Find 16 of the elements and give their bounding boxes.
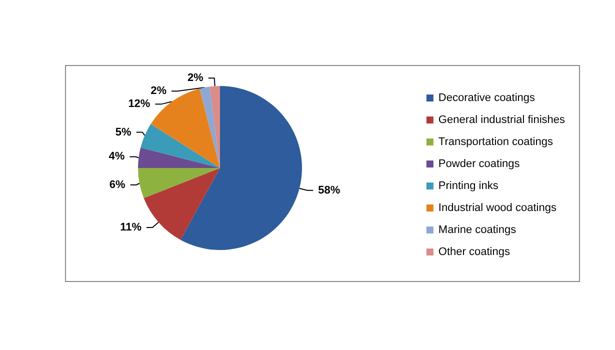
data-label: 5% bbox=[115, 126, 132, 138]
legend-label: Decorative coatings bbox=[438, 92, 536, 104]
data-label: 2% bbox=[150, 85, 167, 98]
legend-label: Printing inks bbox=[438, 180, 499, 192]
legend-label: Transportation coatings bbox=[438, 136, 554, 148]
data-label: 12% bbox=[128, 98, 150, 110]
legend-label: Marine coatings bbox=[438, 224, 517, 236]
data-label: 58% bbox=[318, 184, 340, 196]
data-label: 4% bbox=[108, 150, 125, 163]
data-label: 11% bbox=[120, 222, 142, 234]
legend-label: Other coatings bbox=[438, 246, 510, 258]
legend-label: Industrial wood coatings bbox=[438, 202, 557, 214]
data-label: 2% bbox=[187, 72, 204, 84]
data-label: 6% bbox=[109, 178, 126, 191]
legend-label: General industrial finishes bbox=[438, 114, 566, 126]
legend-label: Powder coatings bbox=[438, 158, 520, 170]
